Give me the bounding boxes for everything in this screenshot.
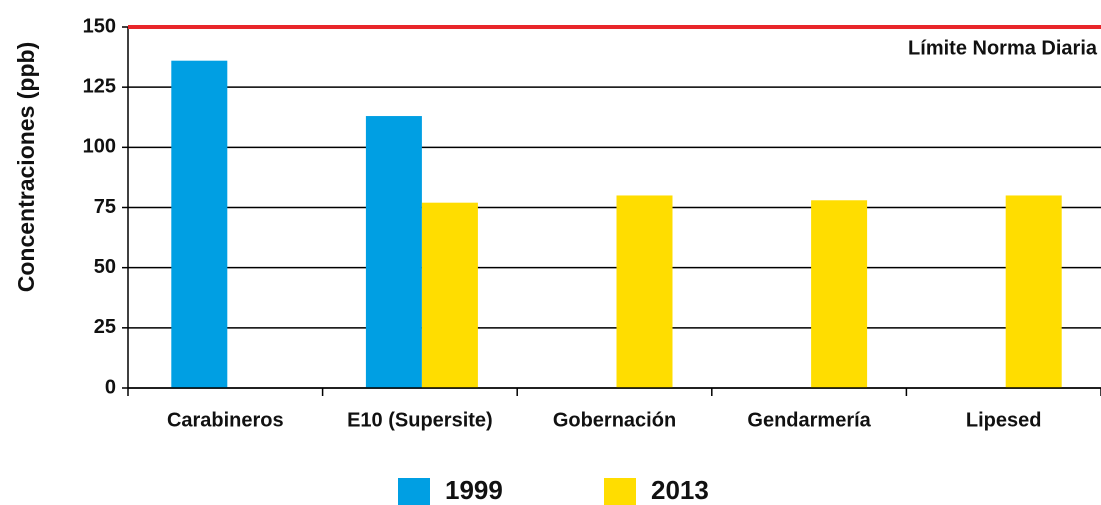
y-tick-label: 0 <box>105 376 116 398</box>
y-tick-label: 100 <box>83 136 116 158</box>
y-tick-label: 50 <box>94 256 116 278</box>
x-tick-label: Carabineros <box>167 409 284 431</box>
legend-label: 2013 <box>651 475 709 505</box>
bar <box>171 60 228 389</box>
legend-swatch <box>398 478 430 505</box>
bar <box>421 202 478 388</box>
bar <box>616 195 673 388</box>
y-tick-label: 75 <box>94 196 116 218</box>
legend-label: 1999 <box>445 475 503 505</box>
legend-swatch <box>604 478 636 505</box>
bar <box>1005 195 1062 388</box>
y-axis-label: Concentraciones (ppb) <box>13 42 39 292</box>
y-tick-label: 125 <box>83 75 116 97</box>
x-tick-label: Gendarmería <box>747 409 871 431</box>
bar <box>811 200 868 388</box>
x-tick-label: Lipesed <box>966 409 1042 431</box>
x-tick-label: Gobernación <box>553 409 676 431</box>
reference-label: Límite Norma Diaria <box>908 37 1098 59</box>
x-tick-label: E10 (Supersite) <box>347 409 493 431</box>
y-tick-label: 150 <box>83 15 116 37</box>
bar <box>365 116 422 389</box>
y-tick-label: 25 <box>94 316 116 338</box>
